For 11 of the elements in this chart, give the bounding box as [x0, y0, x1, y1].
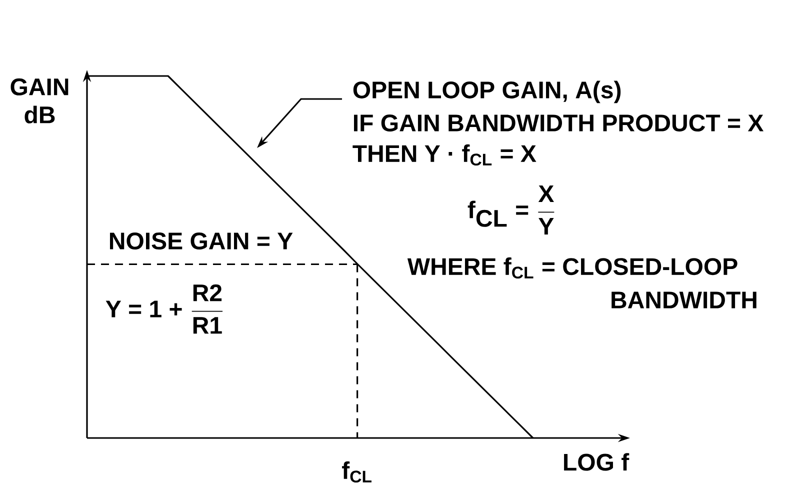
annotation: NOISE GAIN = Y — [110, 232, 293, 250]
annotation: $\textbf{f}_{\textbf{CL}}\textbf{ = }\frac{\textbf{X}}{\textbf{Y}}$ — [468, 185, 554, 235]
x-axis-title: LOG f — [564, 453, 630, 471]
annotation: IF GAIN BANDWIDTH PRODUCT = X — [354, 114, 764, 132]
annotation: WHERE f$_{CL}$ = CLOSED-LOOP — [407, 257, 738, 279]
annotation: OPEN LOOP GAIN, A(s) — [353, 80, 621, 104]
y-axis-title: GAIN dB — [10, 78, 68, 124]
text: BANDWIDTH — [612, 292, 756, 308]
annotation: $\textbf{Y = 1 + }\frac{\textbf{R2}}{\textbf{R1}}$ — [106, 284, 223, 334]
annotation: THEN Y · f$_{CL}$ = X — [352, 144, 536, 166]
text: f$_{CL}$ — [342, 461, 372, 483]
